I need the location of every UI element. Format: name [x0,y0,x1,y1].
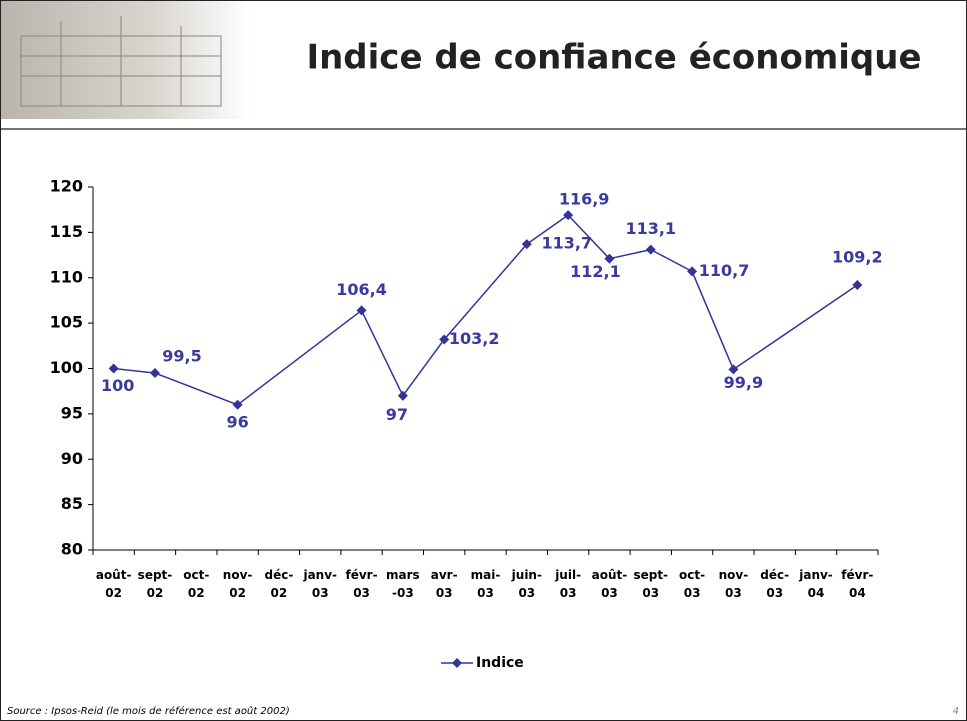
y-tick-label: 95 [61,403,83,422]
y-tick-label: 105 [50,313,83,332]
line-segment [403,339,444,395]
x-tick-label: sept-02 [136,566,174,602]
marker [150,368,160,378]
line-segment [444,244,527,339]
line-segment [238,310,362,404]
x-tick-label: août-02 [95,566,133,602]
x-tick-label: sept-03 [632,566,670,602]
marker [646,245,656,255]
data-label: 106,4 [336,280,387,299]
x-tick-label: avr-03 [425,566,463,602]
x-tick-label: févr-04 [838,566,876,602]
data-label: 109,2 [832,248,883,267]
x-tick-label: nov-03 [714,566,752,602]
y-tick-label: 80 [61,540,83,559]
x-tick-label: juin-03 [508,566,546,602]
x-tick-label: déc-02 [260,566,298,602]
line-segment [651,250,692,272]
y-tick-label: 110 [50,267,83,286]
line-segment [733,285,857,369]
y-tick-label: 115 [50,222,83,241]
x-tick-label: mai-03 [467,566,505,602]
data-label: 99,5 [162,347,201,366]
x-tick-label: janv-04 [797,566,835,602]
y-tick-label: 100 [50,358,83,377]
y-tick-label: 120 [50,177,83,196]
chart: Indice de confiance économique Source : … [1,1,966,720]
x-tick-label: nov-02 [219,566,257,602]
y-tick-label: 85 [61,494,83,513]
x-tick-label: juil-03 [549,566,587,602]
marker [109,364,119,374]
header-photo [1,1,251,119]
slide-title: Indice de confiance économique [306,38,921,78]
data-label: 100 [101,376,134,395]
line-segment [155,373,238,405]
data-label: 97 [386,405,408,424]
line-segment [609,250,650,259]
x-tick-label: janv-03 [301,566,339,602]
x-tick-label: oct-03 [673,566,711,602]
x-tick-label: mars-03 [384,566,422,602]
data-label: 116,9 [559,190,610,209]
y-tick-label: 90 [61,449,83,468]
x-tick-label: août-03 [590,566,628,602]
source-note: Source : Ipsos-Reid (le mois de référenc… [7,705,290,717]
x-tick-label: févr-03 [343,566,381,602]
slide: Indice de confiance économique Source : … [0,0,967,721]
data-label: 110,7 [699,261,750,280]
legend-marker [452,658,462,668]
legend-label: Indice [476,655,524,671]
x-tick-label: oct-02 [177,566,215,602]
data-label: 112,1 [570,262,621,281]
data-label: 96 [226,412,248,431]
page-number: 4 [953,706,959,717]
line-segment [692,271,733,369]
x-tick-label: déc-03 [756,566,794,602]
data-label: 113,1 [625,219,676,238]
marker [852,280,862,290]
line-segment [362,310,403,395]
data-label: 103,2 [449,329,500,348]
marker [687,266,697,276]
data-label: 99,9 [724,373,763,392]
data-label: 113,7 [542,234,593,253]
line-segment [114,369,155,374]
